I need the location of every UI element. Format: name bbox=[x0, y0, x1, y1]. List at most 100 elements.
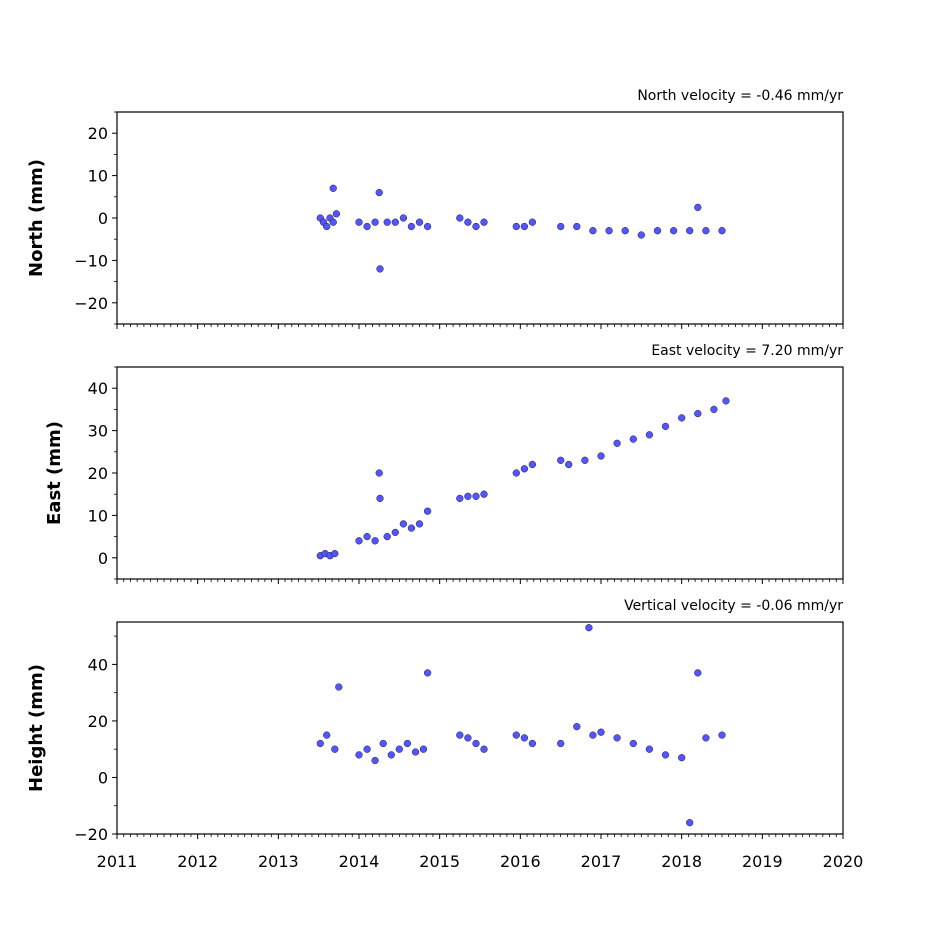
east-data-point bbox=[581, 456, 589, 464]
height-data-point bbox=[480, 745, 488, 753]
height-data-point bbox=[363, 745, 371, 753]
height-data-point bbox=[597, 728, 605, 736]
height-data-point bbox=[323, 731, 331, 739]
east-y-tick-label: 0 bbox=[98, 549, 108, 568]
north-data-point bbox=[653, 227, 662, 235]
north-data-point bbox=[621, 227, 629, 235]
height-data-point bbox=[395, 745, 403, 753]
north-data-point bbox=[376, 265, 384, 273]
east-data-point bbox=[520, 465, 529, 473]
north-y-tick-label: −20 bbox=[74, 294, 108, 313]
height-data-point bbox=[355, 751, 363, 759]
height-data-point bbox=[456, 731, 464, 739]
height-data-point bbox=[661, 751, 670, 759]
north-y-tick-label: −10 bbox=[74, 251, 108, 270]
north-data-point bbox=[456, 214, 464, 222]
east-data-point bbox=[376, 494, 384, 503]
east-marks bbox=[316, 397, 730, 560]
east-axes: 0 10 20 30 40 bbox=[88, 366, 844, 584]
east-data-point bbox=[383, 532, 391, 541]
height-axes: 2011 2012 2013 2014 2015 2016 2017 2018 2019 2020… bbox=[74, 635, 864, 871]
east-panel: East velocity = 7.20 mm/yr East (mm) 0 10… bbox=[44, 343, 844, 584]
height-data-point bbox=[411, 748, 420, 756]
north-data-point bbox=[694, 203, 702, 212]
height-data-point bbox=[613, 734, 621, 742]
north-data-point bbox=[637, 231, 645, 239]
north-panel: North velocity = -0.46 mm/yr North (mm) … bbox=[26, 88, 844, 329]
east-y-tick-label: 40 bbox=[88, 379, 108, 398]
vertical-velocity-annotation: Vertical velocity = -0.06 mm/yr bbox=[624, 598, 843, 614]
east-data-point bbox=[661, 422, 670, 431]
height-x-tick-label: 2013 bbox=[258, 852, 299, 871]
north-y-tick-label: 0 bbox=[98, 209, 108, 228]
height-data-point bbox=[464, 734, 472, 742]
height-data-point bbox=[702, 734, 710, 742]
north-data-point bbox=[573, 222, 581, 231]
height-x-tick-label: 2020 bbox=[823, 852, 864, 871]
north-data-point bbox=[415, 218, 424, 226]
east-data-point bbox=[629, 435, 637, 443]
north-marks bbox=[316, 184, 726, 273]
height-data-point bbox=[387, 751, 395, 759]
height-data-point bbox=[331, 745, 339, 753]
east-data-point bbox=[710, 405, 718, 414]
north-data-point bbox=[472, 222, 480, 231]
east-ylabel: East (mm) bbox=[44, 421, 65, 525]
height-x-tick-label: 2018 bbox=[661, 852, 702, 871]
height-x-tick-label: 2017 bbox=[581, 852, 622, 871]
east-data-point bbox=[391, 528, 399, 537]
height-panel: Vertical velocity = -0.06 mm/yr Height (… bbox=[26, 598, 863, 871]
height-data-point bbox=[589, 731, 597, 739]
north-data-point bbox=[464, 218, 472, 226]
north-data-point bbox=[332, 210, 341, 218]
north-data-point bbox=[391, 218, 399, 226]
height-x-tick-label: 2014 bbox=[339, 852, 380, 871]
east-data-point bbox=[375, 469, 383, 477]
height-data-point bbox=[472, 739, 480, 748]
height-data-point bbox=[419, 745, 428, 753]
height-y-tick-label: 20 bbox=[88, 712, 108, 731]
height-marks bbox=[316, 624, 726, 827]
height-data-point bbox=[557, 739, 565, 748]
east-data-point bbox=[456, 494, 464, 503]
height-data-point bbox=[718, 731, 726, 739]
east-y-tick-label: 10 bbox=[88, 506, 108, 525]
height-y-tick-label: 40 bbox=[88, 655, 108, 674]
north-data-point bbox=[383, 218, 391, 226]
east-data-point bbox=[399, 520, 408, 528]
height-data-point bbox=[316, 739, 324, 748]
north-data-point bbox=[355, 218, 363, 226]
east-data-point bbox=[678, 414, 686, 422]
north-data-point bbox=[363, 222, 371, 231]
north-data-point bbox=[686, 227, 694, 235]
north-data-point bbox=[718, 227, 726, 235]
height-data-point bbox=[520, 734, 529, 742]
north-data-point bbox=[669, 227, 678, 235]
east-data-point bbox=[371, 537, 379, 545]
height-data-point bbox=[573, 722, 581, 731]
east-data-point bbox=[528, 460, 537, 469]
height-x-tick-label: 2012 bbox=[177, 852, 218, 871]
height-x-tick-label: 2011 bbox=[97, 852, 138, 871]
height-data-point bbox=[379, 739, 387, 748]
height-data-point bbox=[645, 745, 654, 753]
east-data-point bbox=[694, 410, 702, 418]
north-data-point bbox=[480, 218, 488, 226]
east-data-point bbox=[415, 520, 424, 528]
north-ylabel: North (mm) bbox=[26, 159, 47, 277]
east-data-point bbox=[480, 490, 488, 498]
north-data-point bbox=[605, 227, 613, 235]
north-data-point bbox=[702, 227, 710, 235]
east-data-point bbox=[597, 452, 605, 460]
east-plot-frame bbox=[116, 366, 844, 580]
east-data-point bbox=[557, 456, 565, 464]
east-data-point bbox=[355, 537, 363, 545]
height-data-point bbox=[686, 819, 694, 827]
north-data-point bbox=[589, 227, 597, 235]
north-velocity-annotation: North velocity = -0.46 mm/yr bbox=[637, 88, 843, 104]
height-x-tick-label: 2016 bbox=[500, 852, 541, 871]
north-y-tick-label: 20 bbox=[88, 124, 108, 143]
height-plot-frame bbox=[116, 621, 844, 835]
north-data-point bbox=[424, 222, 432, 231]
